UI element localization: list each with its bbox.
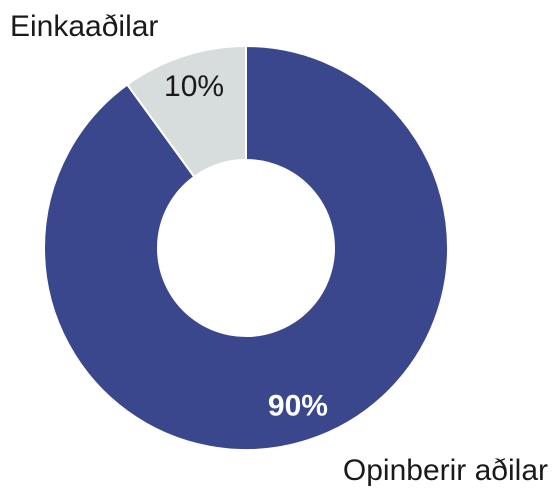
category-label: Einkaaðilar: [10, 10, 158, 43]
donut-slice: [125, 44, 247, 179]
category-label: Opinberir aðilar: [343, 454, 548, 487]
value-label: 90%: [268, 390, 328, 423]
donut-slice: [43, 44, 449, 451]
value-label: 10%: [164, 70, 224, 103]
